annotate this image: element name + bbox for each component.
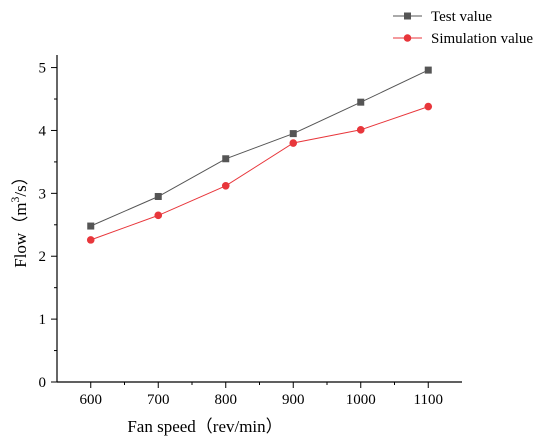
legend-label-simulation: Simulation value [431, 31, 533, 47]
data-point-test [222, 155, 230, 163]
x-tick-label: 1100 [414, 392, 443, 408]
x-axis-title: Fan speed（rev/min） [127, 417, 282, 436]
data-point-test [289, 130, 297, 138]
y-tick-label: 0 [39, 375, 47, 391]
y-tick-label: 5 [39, 61, 47, 77]
y-tick-label: 3 [39, 186, 47, 202]
data-point-test [424, 66, 432, 74]
legend-label-test: Test value [431, 9, 492, 25]
x-tick-label: 600 [80, 392, 103, 408]
data-point-simulation [289, 139, 298, 147]
legend-entry-simulation: Simulation value [393, 31, 533, 47]
legend: Test value Simulation value [393, 9, 533, 47]
x-tick-label: 800 [215, 392, 238, 408]
x-ticks: 600 700 800 900 1000 1100 [80, 382, 443, 408]
x-tick-label: 1000 [346, 392, 376, 408]
legend-marker-test [404, 12, 411, 20]
data-point-simulation [154, 211, 163, 220]
data-point-test [154, 192, 162, 200]
y-tick-label: 1 [39, 312, 47, 328]
x-tick-label: 900 [282, 392, 305, 408]
legend-entry-test: Test value [393, 9, 492, 25]
series-layer [86, 66, 433, 244]
data-point-simulation [221, 182, 230, 190]
data-point-test [357, 98, 365, 106]
data-point-simulation [86, 236, 95, 244]
x-tick-label: 700 [147, 392, 170, 408]
series-line-test [90, 69, 429, 227]
data-point-simulation [424, 102, 433, 111]
data-point-test [87, 222, 95, 230]
y-ticks: 0 1 2 3 4 5 [39, 61, 57, 391]
series-line-simulation [90, 106, 429, 241]
y-tick-label: 2 [39, 249, 47, 265]
legend-marker-simulation [403, 34, 412, 42]
y-axis-title: Flow（m3/s） [8, 168, 30, 268]
data-point-simulation [356, 126, 365, 134]
axes [56, 55, 462, 383]
y-tick-label: 4 [39, 123, 47, 139]
